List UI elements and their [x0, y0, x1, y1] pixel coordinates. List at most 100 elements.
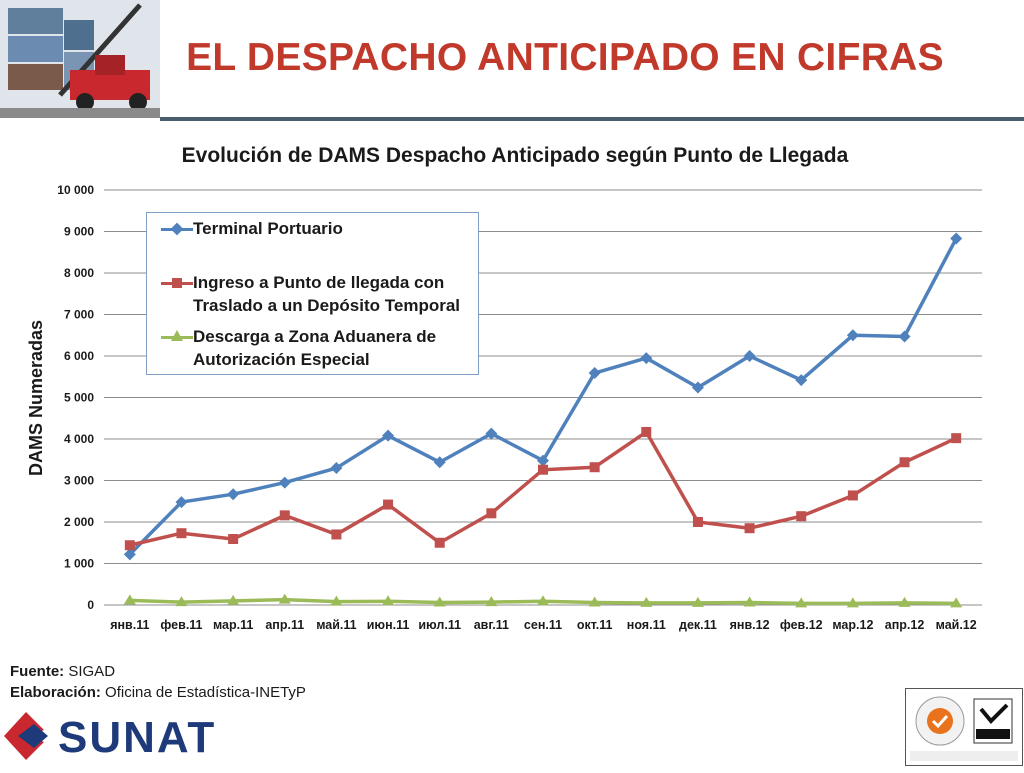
x-tick-label: авг.11: [474, 618, 509, 632]
y-tick-label: 0: [87, 598, 94, 612]
series-1: [124, 426, 962, 551]
data-point: [950, 232, 963, 245]
series-0: [123, 232, 963, 561]
data-point: [537, 454, 549, 467]
container-crane-image: [0, 0, 160, 118]
data-point: [227, 488, 240, 501]
x-tick-label: май.12: [936, 618, 977, 632]
data-point: [227, 594, 240, 605]
data-point: [743, 350, 756, 362]
y-tick-label: 4 000: [64, 432, 94, 446]
x-tick-label: апр.11: [265, 618, 304, 632]
y-tick-label: 2 000: [64, 515, 94, 529]
data-point: [176, 528, 187, 539]
legend-label: Terminal Portuario: [193, 219, 343, 238]
source-note: Fuente: SIGAD: [10, 663, 115, 680]
sunat-emblem-icon: SUNAT: [4, 712, 216, 762]
chart-gridlines: [104, 189, 982, 606]
x-tick-label: янв.11: [110, 618, 149, 632]
data-point: [588, 367, 601, 380]
data-point: [898, 330, 911, 343]
x-tick-label: мар.12: [832, 618, 873, 632]
data-point: [383, 499, 394, 510]
legend-label: Ingreso a Punto de llegada con Traslado …: [193, 273, 461, 315]
y-tick-label: 1 000: [64, 557, 94, 571]
y-tick-label: 5 000: [64, 391, 94, 405]
x-tick-labels: янв.11 фев.11 мар.11 апр.11 май.11 июн.11 июл.…: [110, 618, 977, 632]
data-point: [795, 374, 808, 387]
data-point: [588, 596, 601, 607]
data-point: [486, 508, 497, 519]
data-point: [795, 597, 808, 608]
data-point: [485, 427, 498, 440]
sunat-logo: SUNAT: [0, 704, 260, 768]
iso-ukas-certification-icon: [910, 696, 1018, 761]
x-tick-label: фев.11: [160, 618, 202, 632]
data-point: [898, 596, 911, 607]
data-point: [123, 548, 136, 561]
data-point: [124, 540, 135, 551]
data-point: [382, 429, 395, 442]
x-tick-label: апр.12: [885, 618, 925, 632]
x-tick-label: фев.12: [780, 618, 823, 632]
data-point: [434, 537, 445, 548]
y-axis-label: DAMS Numeradas: [26, 320, 46, 476]
data-point: [538, 464, 548, 475]
data-point: [691, 381, 704, 394]
triangle-marker-icon: [171, 330, 183, 341]
chart-series: [123, 232, 963, 608]
y-tick-label: 9 000: [64, 225, 94, 239]
y-tick-label: 8 000: [64, 266, 94, 280]
data-point: [640, 596, 653, 607]
made-by-label: Elaboración:: [10, 684, 101, 701]
source-label: Fuente:: [10, 663, 65, 680]
data-point: [744, 523, 755, 534]
data-point: [846, 329, 859, 342]
x-tick-label: июл.11: [418, 618, 461, 632]
data-point: [330, 595, 343, 606]
y-tick-label: 7 000: [64, 308, 94, 322]
data-point: [537, 595, 549, 606]
header-photo-container-crane: [0, 0, 160, 118]
x-tick-label: июн.11: [367, 618, 410, 632]
y-tick-labels: 0 1 000 2 000 3 000 4 000 5 000 6 000 7 000 8 00…: [57, 183, 94, 612]
x-tick-label: сен.11: [524, 618, 562, 632]
x-tick-label: май.11: [316, 618, 356, 632]
chart-legend: Terminal Portuario Ingreso a Punto de ll…: [146, 212, 479, 375]
x-tick-label: ноя.11: [627, 618, 666, 632]
x-tick-label: мар.11: [213, 618, 253, 632]
certification-badges: [905, 688, 1023, 766]
data-point: [485, 596, 498, 607]
sunat-logo-text: SUNAT: [58, 713, 216, 762]
data-point: [433, 456, 446, 469]
y-tick-label: 6 000: [64, 349, 94, 363]
series-2: [123, 593, 963, 608]
source-value: SIGAD: [68, 663, 116, 680]
legend-label: Descarga a Zona Aduanera de Autorización…: [193, 327, 437, 369]
data-point: [847, 490, 858, 501]
data-point: [951, 433, 962, 444]
data-point: [279, 510, 290, 521]
data-point: [640, 352, 653, 365]
made-by-value: Oficina de Estadística-INETyP: [105, 684, 306, 701]
data-point: [691, 596, 704, 607]
data-point: [589, 462, 600, 473]
data-point: [950, 597, 963, 608]
header-rule: [160, 117, 1024, 121]
x-tick-label: окт.11: [577, 618, 613, 632]
data-point: [278, 593, 291, 604]
chart-title: Evolución de DAMS Despacho Anticipado se…: [181, 144, 849, 167]
square-marker-icon: [172, 278, 182, 288]
data-point: [899, 457, 910, 468]
data-point: [796, 511, 807, 522]
made-by-note: Elaboración: Oficina de Estadística-INET…: [10, 684, 306, 701]
data-point: [846, 597, 859, 608]
data-point: [743, 596, 756, 607]
y-tick-label: 10 000: [57, 183, 94, 197]
data-point: [641, 426, 652, 437]
data-point: [331, 529, 342, 540]
diamond-marker-icon: [170, 222, 184, 236]
data-point: [382, 595, 395, 606]
data-point: [433, 596, 446, 607]
